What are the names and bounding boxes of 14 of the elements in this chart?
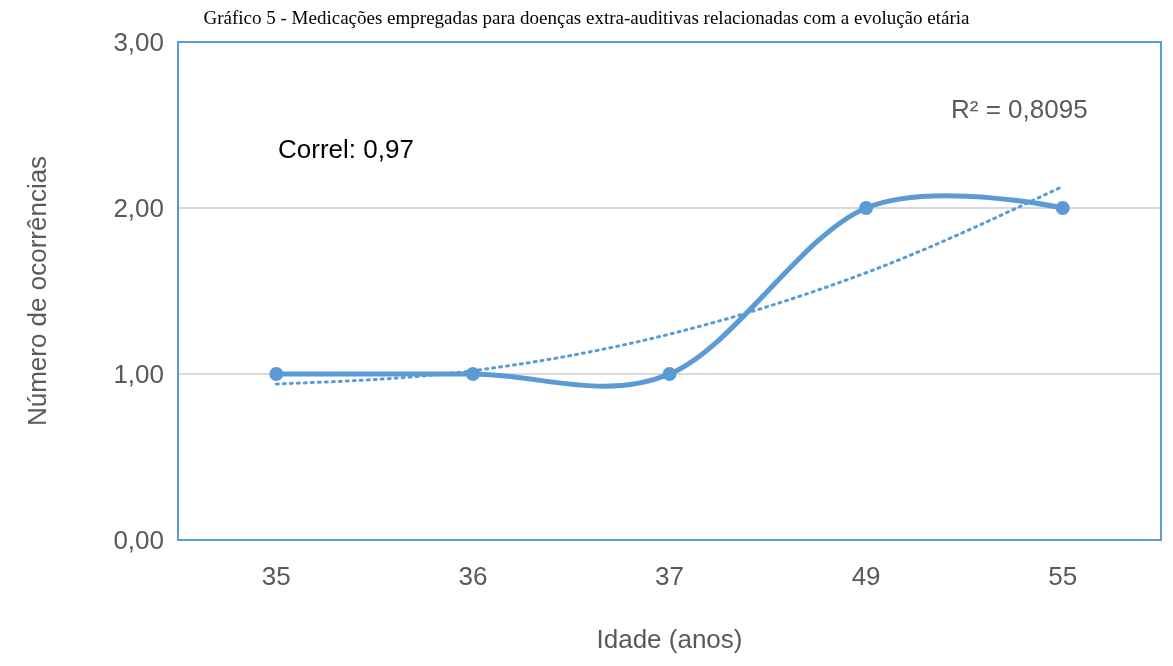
x-tick-label: 37 xyxy=(655,561,684,591)
annotation: Correl: 0,97 xyxy=(278,134,414,164)
y-tick-label: 2,00 xyxy=(113,193,164,224)
x-tick-label: 35 xyxy=(261,561,291,591)
y-tick-label: 3,00 xyxy=(113,27,164,58)
y-axis-title: Número de ocorrências xyxy=(22,155,52,427)
x-axis-title: Idade (anos) xyxy=(596,624,743,654)
annotation: R² = 0,8095 xyxy=(951,94,1088,124)
x-tick-label: 55 xyxy=(1048,561,1078,591)
y-tick-label: 1,00 xyxy=(113,359,164,390)
chart-title: Gráfico 5 - Medicações empregadas para doenças extra-auditivas relacionadas com a evolução etária xyxy=(203,7,971,28)
x-tick-label: 49 xyxy=(851,561,881,591)
y-tick-label: 0,00 xyxy=(113,525,164,556)
x-tick-label: 36 xyxy=(458,561,488,591)
